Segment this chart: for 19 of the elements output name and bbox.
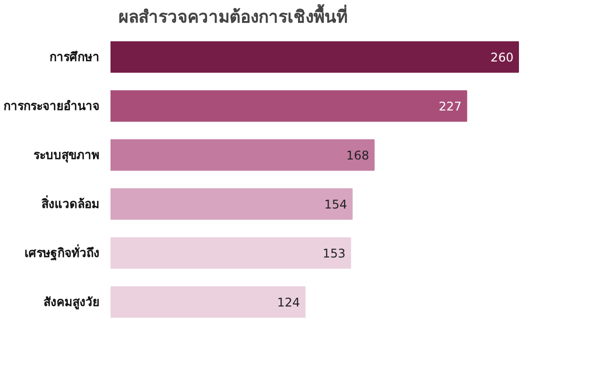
bar xyxy=(110,237,352,269)
y-tick-label: เศรษฐกิจทั่วถึง xyxy=(24,244,100,261)
bar xyxy=(110,41,519,73)
bar xyxy=(110,90,468,122)
chart-title: ผลสำรวจความต้องการเชิงพื้นที่ xyxy=(118,4,348,28)
data-label: 168 xyxy=(346,148,370,162)
bar xyxy=(110,286,306,318)
data-label: 154 xyxy=(324,198,348,212)
y-tick-label: สิ่งแวดล้อม xyxy=(42,195,100,211)
data-label: 124 xyxy=(277,296,300,310)
bar xyxy=(110,139,375,171)
bar xyxy=(110,188,353,220)
data-label: 227 xyxy=(438,100,462,114)
y-tick-label: สังคมสูงวัย xyxy=(44,295,100,310)
data-label: 260 xyxy=(490,50,514,64)
data-label: 153 xyxy=(322,246,346,260)
y-tick-label: การศึกษา xyxy=(50,50,100,64)
y-tick-label: การกระจายอำนาจ xyxy=(4,99,100,113)
y-tick-label: ระบบสุขภาพ xyxy=(34,148,100,163)
